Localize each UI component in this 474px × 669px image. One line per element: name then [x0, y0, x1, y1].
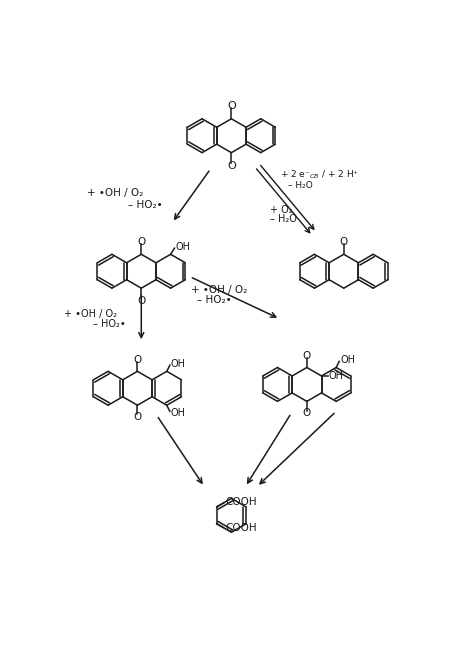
Text: – HO₂•: – HO₂• — [198, 295, 232, 305]
Text: + •OH / O₂: + •OH / O₂ — [64, 308, 117, 318]
Text: – HO₂•: – HO₂• — [128, 200, 163, 210]
Text: OH: OH — [340, 355, 355, 365]
Text: OH: OH — [171, 359, 186, 369]
Text: + 2 e⁻$_{CB}$ / + 2 H⁺: + 2 e⁻$_{CB}$ / + 2 H⁺ — [280, 169, 359, 181]
Text: – H₂O: – H₂O — [288, 181, 313, 189]
Text: OH: OH — [171, 408, 186, 418]
Text: O: O — [303, 351, 311, 361]
Text: O: O — [137, 237, 146, 247]
Text: O: O — [303, 408, 311, 418]
Text: OH: OH — [175, 242, 190, 252]
Text: + O₂: + O₂ — [270, 205, 292, 215]
Text: O: O — [133, 355, 142, 365]
Text: O: O — [227, 101, 236, 110]
Text: + •OH / O₂: + •OH / O₂ — [191, 285, 247, 295]
Text: COOH: COOH — [225, 523, 257, 533]
Text: COOH: COOH — [225, 497, 257, 507]
Text: + •OH / O₂: + •OH / O₂ — [87, 189, 144, 199]
Text: – HO₂•: – HO₂• — [93, 318, 126, 328]
Text: O: O — [137, 296, 146, 306]
Text: O: O — [133, 412, 142, 421]
Text: O: O — [227, 161, 236, 171]
Text: O: O — [340, 237, 348, 247]
Text: OH: OH — [328, 371, 344, 381]
Text: – H₂O: – H₂O — [270, 214, 297, 224]
